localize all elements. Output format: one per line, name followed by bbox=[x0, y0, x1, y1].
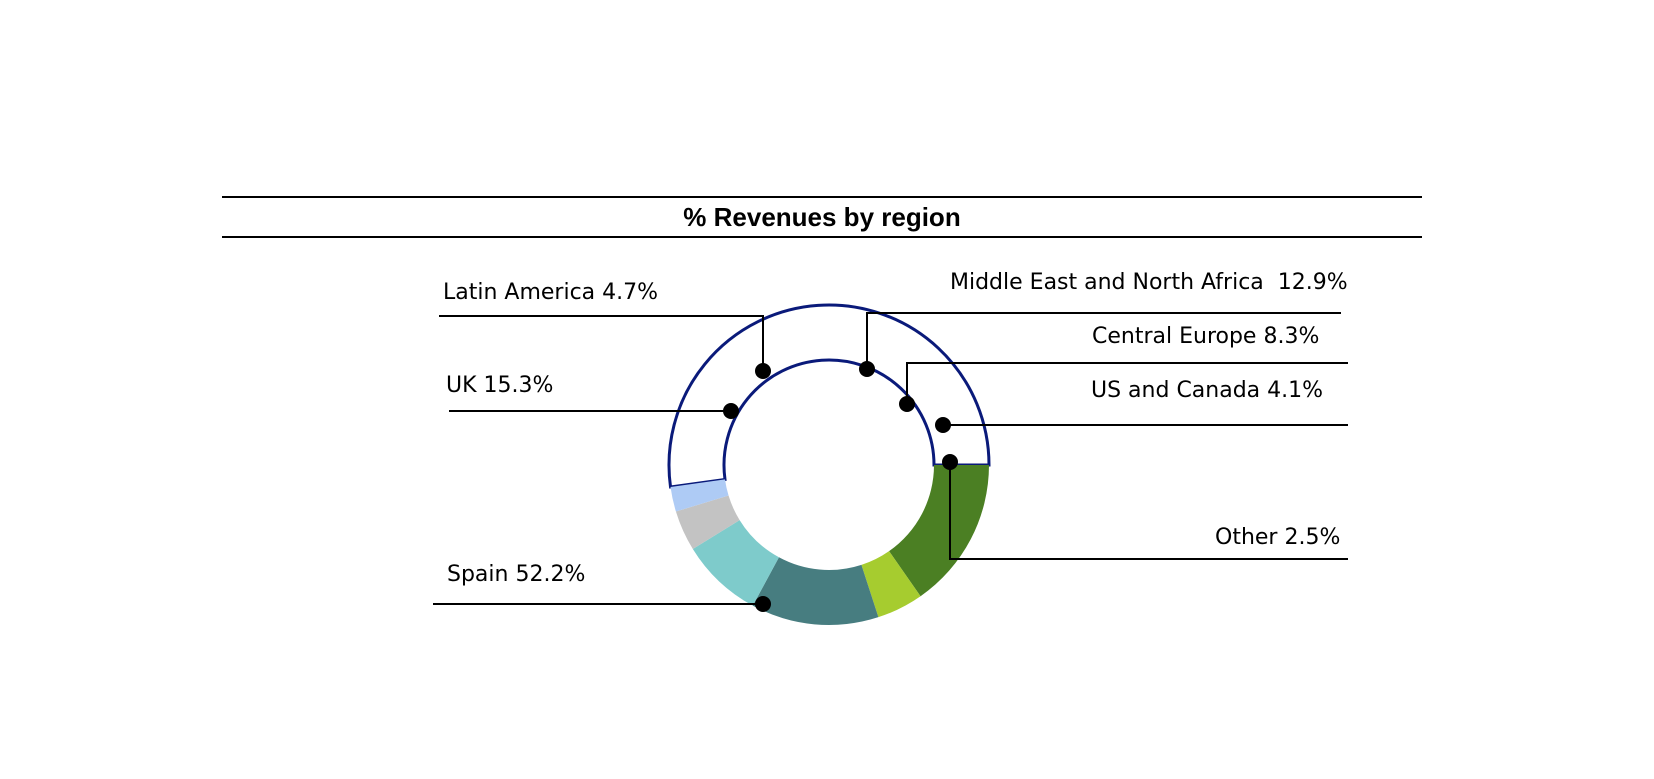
marker-dot-middle-east-and-north-africa bbox=[859, 361, 875, 377]
data-label-uk: UK 15.3% bbox=[446, 373, 553, 398]
chart-title: % Revenues by region bbox=[683, 202, 961, 232]
marker-dot-central-europe bbox=[899, 396, 915, 412]
slice-middle-east-and-north-africa bbox=[752, 557, 879, 625]
leader-line-central-europe bbox=[906, 362, 1348, 404]
data-label-us-and-canada: US and Canada 4.1% bbox=[1091, 378, 1323, 403]
data-label-central-europe: Central Europe 8.3% bbox=[1092, 324, 1319, 349]
slice-central-europe bbox=[692, 520, 779, 606]
marker-dot-latin-america bbox=[755, 363, 771, 379]
slice-spain bbox=[667, 303, 991, 489]
slice-other bbox=[670, 479, 729, 512]
marker-dot-other bbox=[942, 454, 958, 470]
slice-us-and-canada bbox=[675, 495, 740, 549]
leader-line-latin-america bbox=[439, 315, 764, 371]
leader-line-other bbox=[949, 462, 1348, 560]
marker-dot-uk bbox=[723, 403, 739, 419]
marker-dot-us-and-canada bbox=[935, 417, 951, 433]
title-bottom-rule bbox=[222, 236, 1422, 238]
title-top-rule bbox=[222, 196, 1422, 198]
slice-latin-america bbox=[861, 551, 921, 618]
data-label-middle-east-and-north-africa: Middle East and North Africa 12.9% bbox=[950, 270, 1348, 295]
data-label-other: Other 2.5% bbox=[1215, 525, 1340, 550]
data-label-latin-america: Latin America 4.7% bbox=[443, 280, 658, 305]
slice-uk bbox=[889, 465, 989, 597]
leader-line-middle-east-and-north-africa bbox=[866, 312, 1341, 369]
marker-dot-spain bbox=[755, 596, 771, 612]
data-label-spain: Spain 52.2% bbox=[447, 562, 585, 587]
